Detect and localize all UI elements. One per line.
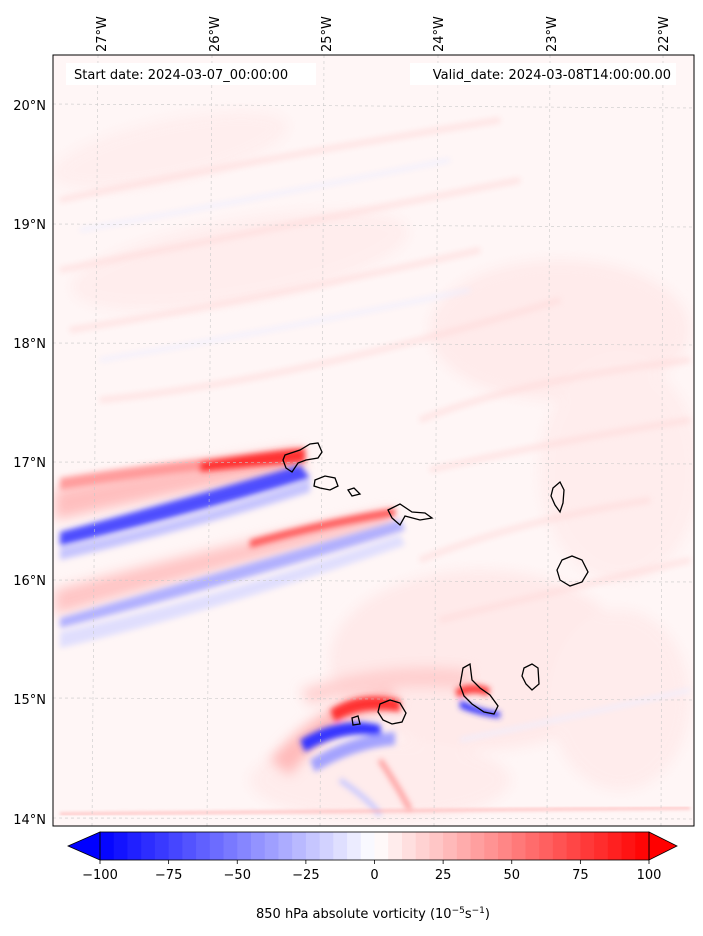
colorbar-segment bbox=[415, 832, 430, 860]
lat-label-15n: 15°N bbox=[13, 693, 46, 708]
island-fogo bbox=[377, 699, 407, 725]
colorbar-segment bbox=[196, 832, 211, 860]
map-frame bbox=[52, 54, 695, 827]
colorbar-segment bbox=[127, 832, 142, 860]
colorbar-segment bbox=[319, 832, 334, 860]
colorbar-segment bbox=[552, 832, 568, 860]
latitude-labels: 20°N 19°N 18°N 17°N 16°N 15°N 14°N bbox=[13, 99, 46, 828]
colorbar-segment bbox=[456, 832, 471, 860]
colorbar-segment bbox=[209, 832, 224, 860]
colorbar-segment bbox=[607, 832, 622, 860]
island-sal bbox=[550, 480, 565, 514]
colorbar-segment bbox=[580, 832, 595, 860]
colorbar-segment bbox=[264, 832, 279, 860]
colorbar-segments bbox=[100, 832, 650, 860]
coastlines bbox=[282, 442, 589, 726]
colorbar: −100 −75 −50 −25 0 25 50 75 100 850 hPa absolute… bbox=[67, 831, 678, 922]
colorbar-tick-label: 100 bbox=[637, 868, 662, 883]
lat-label-19n: 19°N bbox=[13, 218, 46, 233]
colorbar-segment bbox=[594, 832, 609, 860]
island-santo-antao bbox=[282, 442, 323, 473]
lat-label-17n: 17°N bbox=[13, 456, 46, 471]
colorbar-tick-label: −50 bbox=[224, 868, 251, 883]
colorbar-ticks: −100 −75 −50 −25 0 25 50 75 100 bbox=[82, 860, 661, 883]
lon-label-23w: 23°W bbox=[545, 16, 560, 52]
colorbar-tick-label: 75 bbox=[572, 868, 589, 883]
gridlines bbox=[53, 55, 694, 826]
start-date-text: Start date: 2024-03-07_00:00:00 bbox=[74, 68, 288, 83]
island-santiago bbox=[459, 662, 499, 715]
colorbar-extend-max bbox=[648, 831, 678, 861]
longitude-labels: 27°W 26°W 25°W 24°W 23°W 22°W bbox=[95, 16, 672, 52]
colorbar-segment bbox=[237, 832, 252, 860]
colorbar-tick-label: −75 bbox=[155, 868, 182, 883]
colorbar-segment bbox=[250, 832, 266, 860]
island-santa-luzia bbox=[346, 487, 362, 497]
colorbar-segment bbox=[168, 832, 183, 860]
colorbar-segment bbox=[539, 832, 554, 860]
island-sao-nicolau bbox=[387, 503, 434, 527]
colorbar-segment bbox=[154, 832, 170, 860]
colorbar-segment bbox=[223, 832, 238, 860]
colorbar-segment bbox=[292, 832, 307, 860]
colorbar-segment bbox=[498, 832, 513, 860]
colorbar-segment bbox=[621, 832, 636, 860]
lon-label-24w: 24°W bbox=[432, 16, 447, 52]
colorbar-segment bbox=[141, 832, 156, 860]
colorbar-segment bbox=[388, 832, 403, 860]
colorbar-segment bbox=[347, 832, 362, 860]
colorbar-segment bbox=[182, 832, 197, 860]
colorbar-segment bbox=[511, 832, 526, 860]
colorbar-segment bbox=[566, 832, 581, 860]
lat-label-18n: 18°N bbox=[13, 337, 46, 352]
vorticity-field bbox=[53, 55, 694, 826]
valid-date-text: Valid_date: 2024-03-08T14:00:00.00 bbox=[433, 68, 671, 83]
island-sao-vicente bbox=[313, 475, 339, 491]
colorbar-segment bbox=[374, 832, 389, 860]
colorbar-segment bbox=[635, 832, 650, 860]
colorbar-segment bbox=[113, 832, 128, 860]
lat-label-20n: 20°N bbox=[13, 99, 46, 114]
lat-label-16n: 16°N bbox=[13, 574, 46, 589]
colorbar-segment bbox=[443, 832, 458, 860]
island-brava bbox=[351, 715, 361, 726]
colorbar-segment bbox=[100, 832, 115, 860]
colorbar-tick-label: 25 bbox=[435, 868, 452, 883]
colorbar-extend-min bbox=[67, 831, 101, 861]
colorbar-tick-label: 50 bbox=[503, 868, 520, 883]
lat-label-14n: 14°N bbox=[13, 813, 46, 828]
colorbar-segment bbox=[525, 832, 540, 860]
colorbar-label: 850 hPa absolute vorticity (10−5s−1) bbox=[256, 906, 490, 922]
valid-date-box bbox=[410, 63, 676, 85]
colorbar-segment bbox=[305, 832, 321, 860]
colorbar-tick-label: −100 bbox=[82, 868, 118, 883]
colorbar-segment bbox=[429, 832, 444, 860]
colorbar-segment bbox=[470, 832, 485, 860]
colorbar-tick-label: −25 bbox=[292, 868, 319, 883]
lon-label-27w: 27°W bbox=[95, 16, 110, 52]
colorbar-segment bbox=[360, 832, 375, 860]
colorbar-segment bbox=[333, 832, 348, 860]
colorbar-segment bbox=[484, 832, 499, 860]
start-date-box bbox=[66, 63, 316, 85]
lon-label-26w: 26°W bbox=[208, 16, 223, 52]
island-boa-vista bbox=[556, 555, 589, 587]
colorbar-segment bbox=[278, 832, 293, 860]
colorbar-segment bbox=[401, 832, 417, 860]
island-maio bbox=[521, 663, 540, 691]
lon-label-22w: 22°W bbox=[657, 16, 672, 52]
colorbar-tick-label: 0 bbox=[370, 868, 378, 883]
lon-label-25w: 25°W bbox=[320, 16, 335, 52]
